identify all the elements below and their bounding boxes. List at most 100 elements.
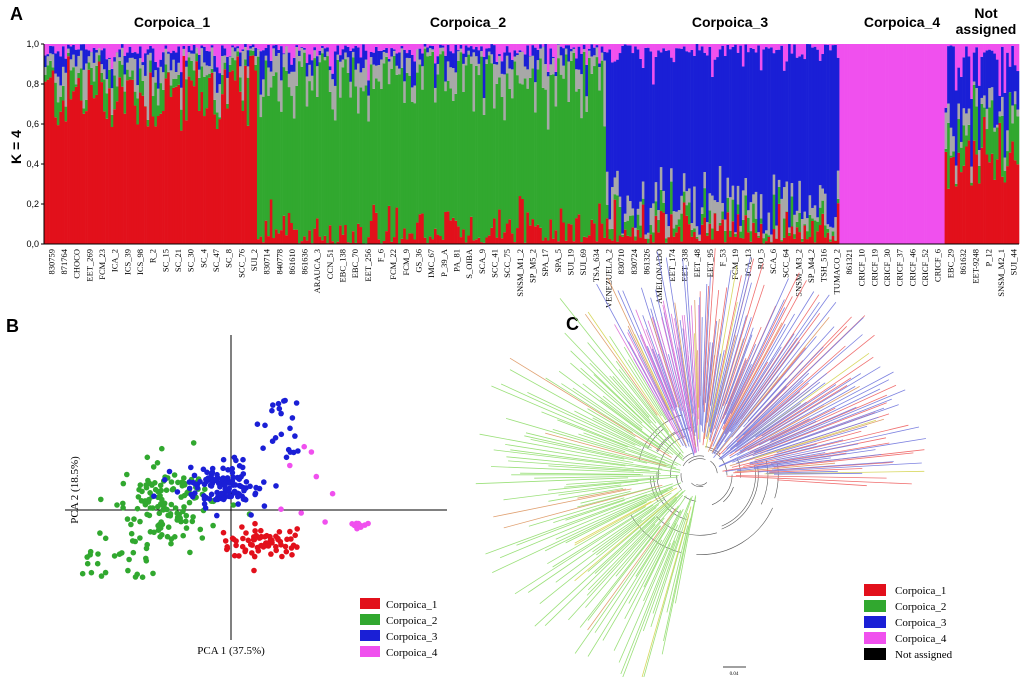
bar-segment (377, 44, 381, 51)
bar-segment (113, 61, 117, 76)
bar-segment (741, 44, 745, 67)
pca-point (263, 532, 270, 539)
bar-segment (482, 114, 486, 243)
bar-segment (144, 75, 147, 107)
bar-segment (1003, 170, 1007, 183)
bar-segment (292, 44, 296, 58)
bar-segment (213, 99, 217, 115)
bar-segment (772, 44, 776, 54)
pca-point (249, 550, 255, 556)
pca-point (97, 530, 103, 536)
bar-segment (995, 124, 999, 128)
bar-segment (616, 195, 620, 242)
bar-segment (344, 45, 348, 53)
bar-segment (954, 165, 958, 184)
bar-segment (377, 50, 381, 65)
bar-segment (51, 44, 55, 47)
bar-segment (1008, 66, 1012, 93)
bar-segment (731, 46, 735, 186)
bar-segment (780, 198, 784, 241)
bar-segment (174, 71, 178, 79)
bar-segment (983, 116, 986, 244)
sample-label: ICS_98 (135, 249, 145, 275)
tree-branch (528, 497, 625, 527)
bar-segment (700, 207, 704, 214)
pca-point (128, 530, 135, 537)
bar-segment (323, 235, 327, 244)
bar-segment (577, 88, 581, 215)
bar-segment (600, 46, 604, 53)
bar-segment (126, 69, 129, 81)
bar-segment (593, 47, 596, 56)
bar-segment (487, 235, 491, 244)
tree-branch (586, 499, 678, 596)
bar-segment (215, 112, 219, 129)
bar-segment (244, 65, 247, 244)
bar-segment (421, 44, 425, 54)
bar-segment (126, 62, 129, 70)
bar-segment (67, 52, 70, 57)
pca-point (157, 534, 163, 540)
bar-segment (580, 118, 584, 243)
tree-backbone (710, 460, 718, 474)
bar-segment (962, 108, 966, 126)
bar-segment (333, 120, 337, 244)
bar-segment (587, 44, 591, 49)
tree-branch (596, 283, 671, 421)
bar-segment (454, 44, 458, 45)
bar-segment (990, 87, 994, 101)
bar-segment (108, 69, 112, 89)
bar-segment (274, 229, 278, 244)
bar-segment (534, 47, 537, 83)
bar-segment (431, 239, 435, 244)
bar-segment (472, 111, 476, 241)
sample-label: ICA_2 (110, 249, 120, 272)
tree-backbone (696, 507, 773, 555)
bar-segment (795, 44, 799, 58)
tree-branch (594, 495, 687, 633)
bar-segment (223, 48, 227, 56)
bar-segment (739, 45, 743, 226)
bar-segment (54, 73, 58, 83)
bar-segment (598, 203, 602, 244)
bar-segment (1011, 45, 1015, 106)
pca-point (120, 505, 126, 511)
bar-segment (744, 178, 748, 196)
tree-branch (710, 270, 732, 406)
bar-segment (749, 231, 753, 242)
tree-branch (592, 504, 660, 553)
pca-point (163, 487, 170, 494)
bar-segment (877, 44, 881, 244)
bar-segment (629, 201, 632, 216)
tree-branch (612, 376, 650, 418)
bar-segment (1011, 44, 1015, 46)
bar-segment (131, 52, 135, 58)
bar-segment (436, 56, 440, 64)
bar-segment (598, 63, 602, 67)
bar-segment (118, 49, 122, 58)
bar-segment (641, 181, 645, 199)
bar-segment (82, 108, 86, 114)
tree-branch (710, 334, 737, 433)
bar-segment (200, 48, 204, 67)
bar-segment (485, 44, 489, 49)
bar-segment (831, 231, 835, 236)
bar-segment (434, 87, 437, 103)
bar-segment (569, 44, 573, 49)
bar-segment (541, 47, 545, 88)
pca-point (120, 500, 126, 507)
bar-segment (475, 56, 478, 66)
bar-segment (167, 71, 171, 73)
tree-branch (656, 321, 683, 412)
bar-segment (523, 78, 527, 243)
bar-segment (162, 72, 165, 90)
bar-segment (605, 44, 609, 53)
bar-segment (957, 67, 961, 104)
y-tick-label: 0,8 (26, 79, 39, 89)
bar-segment (64, 121, 68, 244)
tree-branch (730, 294, 830, 433)
bar-segment (187, 76, 191, 244)
bar-segment (498, 44, 502, 54)
pca-point (161, 477, 168, 483)
pca-point (278, 431, 285, 438)
